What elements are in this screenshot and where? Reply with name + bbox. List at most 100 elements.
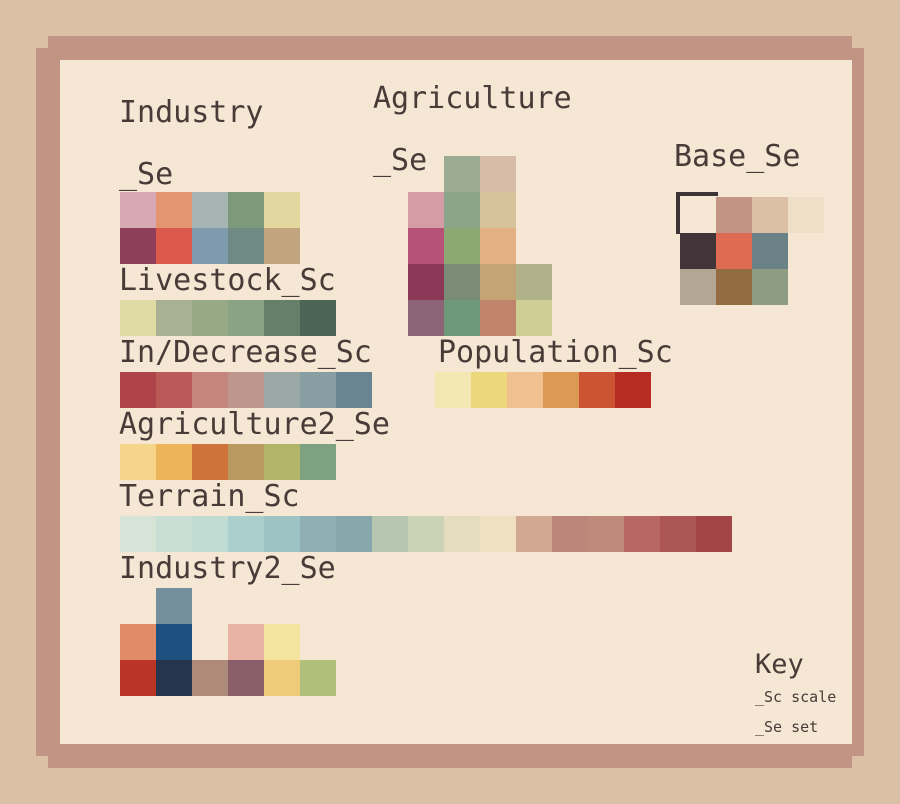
agriculture-swatch[interactable] bbox=[444, 156, 480, 192]
terrain-swatch[interactable] bbox=[660, 516, 696, 552]
base-swatch[interactable] bbox=[788, 197, 824, 233]
livestock-swatch[interactable] bbox=[228, 300, 264, 336]
population-swatch[interactable] bbox=[543, 372, 579, 408]
terrain-swatch[interactable] bbox=[408, 516, 444, 552]
key-set: _Se set bbox=[755, 718, 819, 736]
livestock-swatch[interactable] bbox=[264, 300, 300, 336]
industry-swatch[interactable] bbox=[120, 192, 156, 228]
indecrease-swatch[interactable] bbox=[192, 372, 228, 408]
terrain-swatch[interactable] bbox=[624, 516, 660, 552]
base-swatch[interactable] bbox=[716, 269, 752, 305]
agriculture-swatch[interactable] bbox=[444, 228, 480, 264]
agriculture2-swatch[interactable] bbox=[156, 444, 192, 480]
terrain-swatch[interactable] bbox=[480, 516, 516, 552]
population-swatch[interactable] bbox=[615, 372, 651, 408]
industry2-swatch[interactable] bbox=[120, 660, 156, 696]
industry2-swatch[interactable] bbox=[264, 624, 300, 660]
agriculture-swatch[interactable] bbox=[480, 264, 516, 300]
base-swatch[interactable] bbox=[752, 269, 788, 305]
terrain-swatch[interactable] bbox=[444, 516, 480, 552]
frame-corner-bl bbox=[36, 756, 48, 768]
terrain-swatch[interactable] bbox=[516, 516, 552, 552]
industry-swatch[interactable] bbox=[156, 228, 192, 264]
base-swatch[interactable] bbox=[716, 197, 752, 233]
base-se-label: Base_Se bbox=[674, 139, 801, 174]
industry-swatch[interactable] bbox=[120, 228, 156, 264]
agriculture2-swatch[interactable] bbox=[192, 444, 228, 480]
terrain-swatch[interactable] bbox=[696, 516, 732, 552]
frame-corner-tr bbox=[852, 36, 864, 48]
industry2-swatch[interactable] bbox=[156, 624, 192, 660]
agriculture-se-label: _Se bbox=[373, 143, 428, 178]
base-swatch[interactable] bbox=[716, 233, 752, 269]
indecrease-swatch[interactable] bbox=[264, 372, 300, 408]
industry2-swatch[interactable] bbox=[156, 588, 192, 624]
agriculture-swatch[interactable] bbox=[408, 192, 444, 228]
population-swatch[interactable] bbox=[579, 372, 615, 408]
key-scale: _Sc scale bbox=[755, 688, 837, 706]
terrain-swatch[interactable] bbox=[588, 516, 624, 552]
terrain-swatch[interactable] bbox=[552, 516, 588, 552]
indecrease-swatch[interactable] bbox=[228, 372, 264, 408]
base-swatch[interactable] bbox=[752, 233, 788, 269]
industry-swatch[interactable] bbox=[192, 192, 228, 228]
agriculture-swatch[interactable] bbox=[516, 300, 552, 336]
industry2-swatch[interactable] bbox=[300, 660, 336, 696]
agriculture2-swatch[interactable] bbox=[120, 444, 156, 480]
industry-swatch[interactable] bbox=[228, 228, 264, 264]
terrain-swatch[interactable] bbox=[372, 516, 408, 552]
agriculture-swatch[interactable] bbox=[408, 300, 444, 336]
terrain-swatch[interactable] bbox=[300, 516, 336, 552]
population-swatch[interactable] bbox=[507, 372, 543, 408]
industry-swatch[interactable] bbox=[192, 228, 228, 264]
population-swatch[interactable] bbox=[435, 372, 471, 408]
agriculture-swatch[interactable] bbox=[516, 264, 552, 300]
industry-swatch[interactable] bbox=[156, 192, 192, 228]
base-swatch[interactable] bbox=[680, 233, 716, 269]
population-swatch[interactable] bbox=[471, 372, 507, 408]
industry2-swatch[interactable] bbox=[120, 624, 156, 660]
agriculture-swatch[interactable] bbox=[480, 192, 516, 228]
indecrease-swatch[interactable] bbox=[336, 372, 372, 408]
indecrease-swatch[interactable] bbox=[120, 372, 156, 408]
terrain-swatch[interactable] bbox=[264, 516, 300, 552]
agriculture-swatch[interactable] bbox=[444, 264, 480, 300]
agriculture-swatch[interactable] bbox=[480, 300, 516, 336]
agriculture2-swatch[interactable] bbox=[228, 444, 264, 480]
industry2-swatch[interactable] bbox=[228, 624, 264, 660]
industry-se-label: _Se bbox=[119, 157, 174, 192]
livestock-swatch[interactable] bbox=[192, 300, 228, 336]
agriculture-swatch[interactable] bbox=[408, 228, 444, 264]
livestock-swatch[interactable] bbox=[300, 300, 336, 336]
base-swatch[interactable] bbox=[752, 197, 788, 233]
agriculture-label: Agriculture bbox=[373, 81, 572, 116]
livestock-label: Livestock_Sc bbox=[119, 263, 336, 298]
terrain-swatch[interactable] bbox=[192, 516, 228, 552]
terrain-swatch[interactable] bbox=[120, 516, 156, 552]
industry2-swatch[interactable] bbox=[192, 660, 228, 696]
industry-swatch[interactable] bbox=[264, 192, 300, 228]
agriculture2-swatch[interactable] bbox=[300, 444, 336, 480]
agriculture-swatch[interactable] bbox=[444, 192, 480, 228]
terrain-swatch[interactable] bbox=[336, 516, 372, 552]
industry-swatch[interactable] bbox=[264, 228, 300, 264]
agriculture2-swatch[interactable] bbox=[264, 444, 300, 480]
indecrease-swatch[interactable] bbox=[300, 372, 336, 408]
agriculture-swatch[interactable] bbox=[480, 156, 516, 192]
agriculture-swatch[interactable] bbox=[408, 264, 444, 300]
industry2-swatch[interactable] bbox=[228, 660, 264, 696]
terrain-swatch[interactable] bbox=[228, 516, 264, 552]
indecrease-label: In/Decrease_Sc bbox=[119, 335, 372, 370]
livestock-swatch[interactable] bbox=[120, 300, 156, 336]
terrain-swatch[interactable] bbox=[156, 516, 192, 552]
industry-swatch[interactable] bbox=[228, 192, 264, 228]
agriculture-swatch[interactable] bbox=[480, 228, 516, 264]
industry2-swatch[interactable] bbox=[156, 660, 192, 696]
population-label: Population_Sc bbox=[438, 335, 673, 370]
industry2-swatch[interactable] bbox=[264, 660, 300, 696]
industry-label: Industry bbox=[119, 95, 264, 130]
indecrease-swatch[interactable] bbox=[156, 372, 192, 408]
livestock-swatch[interactable] bbox=[156, 300, 192, 336]
base-swatch[interactable] bbox=[680, 269, 716, 305]
agriculture-swatch[interactable] bbox=[444, 300, 480, 336]
